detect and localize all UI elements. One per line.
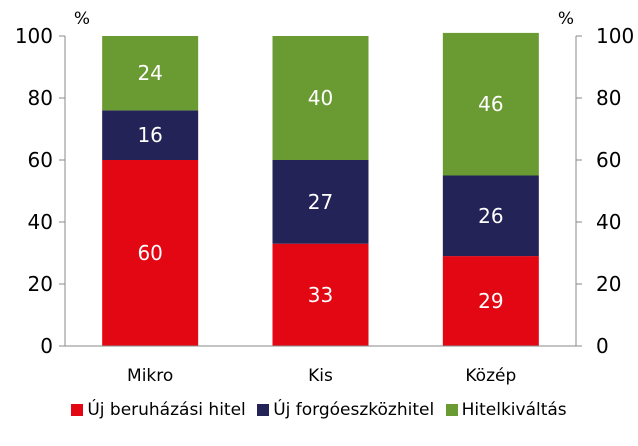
category-label: Kis: [308, 366, 333, 386]
y-tick-label-right: 20: [596, 272, 621, 296]
data-labels-group: 60 16 24 33 27 40 29 26 46: [137, 61, 503, 313]
y-tick-label-right: 60: [596, 148, 621, 172]
data-label: 27: [308, 190, 333, 214]
data-label: 24: [137, 61, 162, 85]
legend-swatch-refinancing: [445, 404, 458, 416]
legend-item-new-working-capital-loan: Új forgóeszközhitel: [257, 400, 434, 420]
y-tick-label-right: 0: [596, 334, 609, 358]
y-tick-label-right: 40: [596, 210, 621, 234]
legend: Új beruházási hitel Új forgóeszközhitel …: [0, 400, 638, 420]
legend-item-new-investment-loan: Új beruházási hitel: [71, 400, 246, 420]
axes-group: 0 0 20 20 40 40 60 60 80 80 100 100 Mikro Kis Közép: [15, 24, 634, 386]
legend-label: Hitelkiváltás: [461, 400, 567, 420]
y-tick-label-right: 80: [596, 86, 621, 110]
legend-swatch-new-investment-loan: [71, 404, 84, 416]
y-tick-label-left: 20: [28, 272, 53, 296]
bar-segment-2-3: [442, 175, 539, 257]
y-tick-label-left: 80: [28, 86, 53, 110]
data-label: 60: [137, 241, 162, 265]
data-label: 16: [137, 123, 162, 147]
data-label: 40: [308, 86, 333, 110]
bar-segment-1-2: [272, 243, 369, 346]
bar-segment-1-1: [102, 160, 199, 346]
legend-item-refinancing: Hitelkiváltás: [445, 400, 567, 420]
bar-segment-3-1: [102, 36, 199, 111]
data-label: 46: [478, 92, 503, 116]
data-label: 26: [478, 204, 503, 228]
bar-segment-1-3: [442, 256, 539, 346]
bar-segment-2-1: [102, 110, 199, 160]
bars-group: [102, 32, 539, 346]
legend-label: Új forgóeszközhitel: [273, 400, 435, 420]
legend-swatch-new-working-capital-loan: [257, 404, 270, 416]
category-label: Közép: [465, 366, 516, 386]
category-label: Mikro: [127, 366, 173, 386]
y-tick-label-left: 100: [15, 24, 53, 48]
left-axis-unit: %: [74, 9, 90, 29]
y-tick-label-left: 0: [40, 334, 53, 358]
legend-label: Új beruházási hitel: [87, 400, 246, 420]
y-tick-label-left: 60: [28, 148, 53, 172]
data-label: 29: [478, 289, 503, 313]
bar-segment-3-3: [442, 32, 539, 176]
y-tick-label-left: 40: [28, 210, 53, 234]
bar-segment-3-2: [272, 36, 369, 160]
bar-segment-2-2: [272, 160, 369, 244]
data-label: 33: [308, 283, 333, 307]
y-tick-label-right: 100: [596, 24, 634, 48]
right-axis-unit: %: [558, 9, 574, 29]
